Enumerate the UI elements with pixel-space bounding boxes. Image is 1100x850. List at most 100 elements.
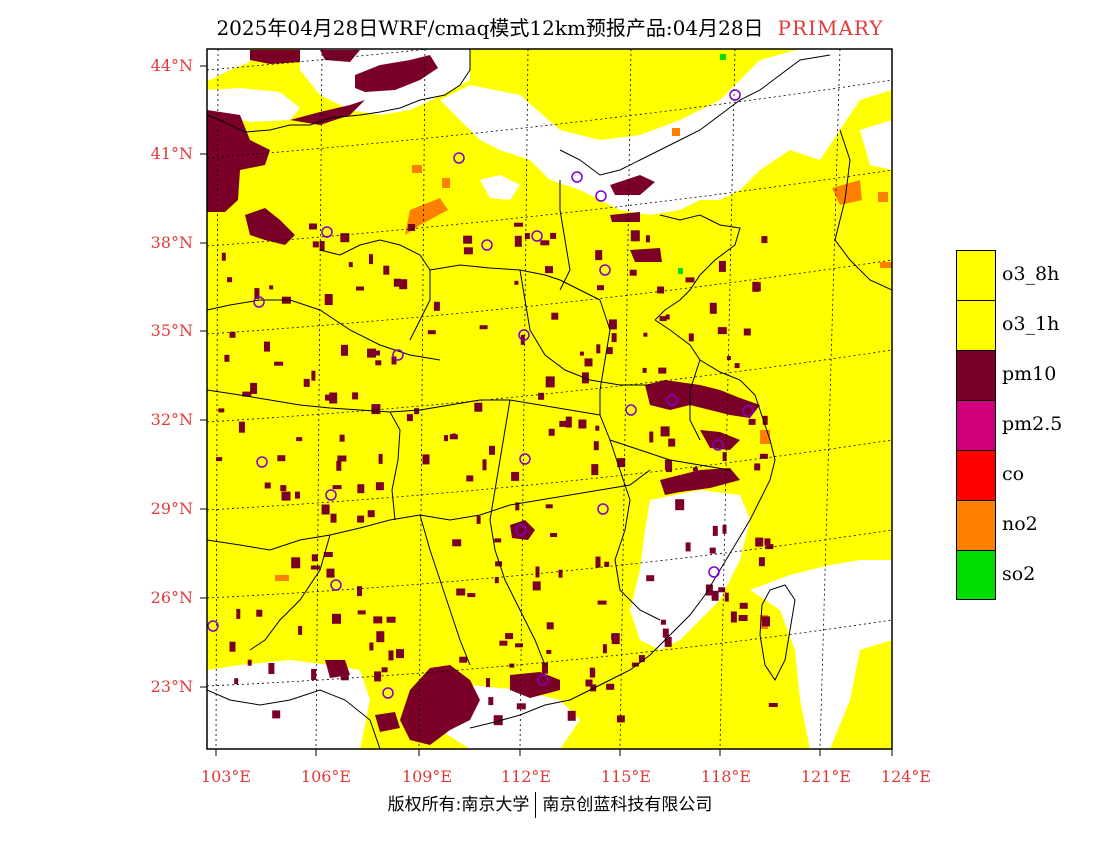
pm10-areas: [207, 50, 760, 745]
pm10-speck: [524, 233, 530, 239]
pm10-speck: [463, 235, 473, 244]
legend-item: pm10: [956, 350, 1076, 400]
pm10-speck: [516, 703, 526, 710]
pm10-speck: [474, 402, 483, 412]
legend-swatch: [956, 250, 996, 300]
pm10-speck: [578, 419, 587, 429]
pm10-speck: [630, 230, 640, 242]
pm10-speck: [319, 241, 325, 251]
pm10-speck: [758, 557, 765, 567]
pm10-speck: [321, 504, 330, 515]
pm10-speck: [488, 697, 494, 706]
lon-label: 112°E: [501, 767, 551, 786]
pm10-speck: [711, 590, 719, 601]
pm10-speck: [406, 414, 413, 422]
pm10-speck: [341, 344, 348, 356]
pm10-speck: [459, 656, 468, 663]
lat-label: 35°N: [151, 321, 193, 340]
pm10-speck: [567, 710, 576, 721]
lon-label: 115°E: [601, 767, 651, 786]
pm10-speck: [709, 302, 717, 314]
lat-label: 38°N: [151, 233, 193, 252]
pm10-speck: [357, 586, 362, 597]
pm10-speck: [391, 356, 397, 365]
pm10-speck: [535, 566, 540, 578]
lat-label: 44°N: [151, 56, 193, 75]
pm10-speck: [546, 622, 554, 630]
pm10-speck: [709, 547, 716, 554]
pm10-speck: [559, 420, 569, 427]
pm10-speck: [659, 397, 668, 405]
pm10-speck: [565, 416, 572, 428]
pm10-speck: [386, 616, 396, 623]
pm10-speck: [357, 610, 366, 615]
pm10-speck: [296, 437, 303, 442]
pm10-speck: [291, 557, 301, 569]
pm10-speck: [229, 641, 236, 652]
legend-swatch: [956, 400, 996, 450]
pm10-speck: [743, 328, 751, 336]
pm10-speck: [486, 678, 490, 688]
copyright-right: 南京创蓝科技有限公司: [542, 795, 713, 815]
pm10-speck: [332, 485, 342, 490]
legend-label: co: [1002, 463, 1025, 485]
pm10-speck: [463, 247, 473, 255]
pm10-speck: [550, 533, 558, 537]
lon-label: 109°E: [402, 767, 452, 786]
pm10-speck: [608, 319, 617, 330]
pm10-speck: [238, 421, 245, 433]
pm10-speck: [254, 288, 260, 300]
pm10-speck: [311, 669, 317, 680]
pm10-speck: [718, 260, 726, 272]
pm10-speck: [595, 250, 603, 261]
pm10-speck: [540, 240, 550, 246]
pm10-speck: [629, 269, 637, 276]
legend-item: no2: [956, 500, 1076, 550]
map-frame: [206, 48, 893, 750]
pm10-speck: [433, 301, 440, 311]
pm10-speck: [340, 674, 349, 681]
pm10-speck: [309, 223, 317, 230]
pm10-speck: [722, 452, 727, 462]
pm10-speck: [444, 435, 448, 442]
pm10-speck: [660, 619, 666, 625]
pm10-speck: [649, 431, 654, 443]
pm10-speck: [712, 525, 718, 536]
pm10-speck: [298, 625, 303, 635]
pm10-speck: [242, 391, 252, 397]
lon-label: 106°E: [301, 767, 351, 786]
pm10-speck: [593, 441, 599, 451]
pm10-speck: [274, 361, 284, 366]
pm10-speck: [511, 471, 520, 481]
pm10-speck: [311, 554, 318, 562]
pm10-speck: [730, 611, 737, 623]
legend-swatch: [956, 350, 996, 400]
pm10-speck: [595, 556, 601, 568]
pm10-speck: [332, 613, 341, 624]
graticule: [207, 49, 892, 749]
pm10-speck: [604, 561, 610, 567]
pm10-speck: [383, 265, 390, 275]
pm10-speck: [596, 344, 601, 354]
lat-label: 32°N: [151, 410, 193, 429]
pm10-speck: [393, 278, 401, 287]
pm10-speck: [545, 376, 555, 388]
pm10-speck: [414, 408, 420, 415]
pm10-speck: [381, 667, 388, 673]
map-plot-area: [207, 49, 892, 749]
pm10-speck: [595, 425, 600, 431]
pm10-speck: [399, 279, 408, 290]
pm10-speck: [373, 616, 383, 624]
pm10-speck: [375, 360, 382, 366]
pm10-speck: [329, 392, 338, 404]
pm10-speck: [482, 459, 487, 471]
boundaries: [207, 49, 892, 749]
pm10-speck: [388, 650, 394, 661]
pm10-speck: [234, 678, 239, 685]
pm10-speck: [408, 224, 416, 231]
legend-label: o3_1h: [1002, 313, 1060, 335]
pm10-speck: [514, 280, 519, 285]
pm10-speck: [352, 392, 359, 400]
pm10-speck: [645, 235, 650, 243]
